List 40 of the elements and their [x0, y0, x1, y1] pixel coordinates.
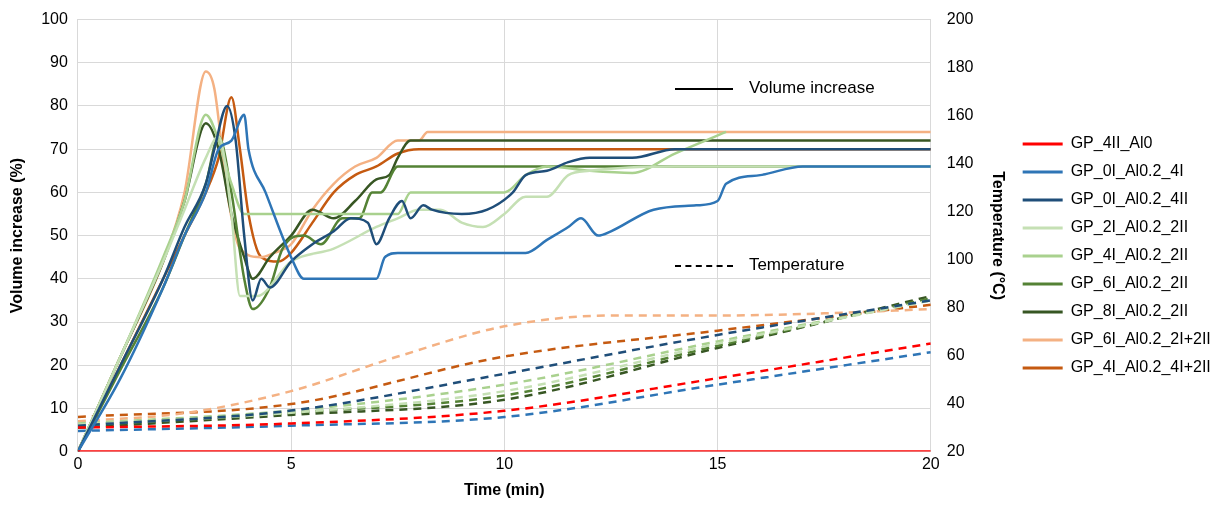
y2-tick-label: 180: [946, 58, 974, 76]
y-tick-label: 60: [50, 182, 68, 200]
legend-label: GP_4I_Al0.2_2II: [1070, 246, 1189, 265]
y-tick-label: 100: [41, 10, 68, 28]
legend-label: GP_2I_Al0.2_2II: [1070, 218, 1189, 237]
y-tick-label: 40: [50, 269, 68, 287]
y2-tick-label: 140: [946, 154, 974, 172]
y-tick-label: 50: [50, 226, 68, 244]
annotation: Temperature: [742, 252, 851, 277]
y2-tick-label: 120: [946, 202, 974, 220]
y2-tick-label: 200: [946, 10, 974, 28]
y-tick-label: 0: [58, 442, 68, 460]
legend-label: GP_0I_Al0.2_4II: [1070, 190, 1189, 209]
y2-axis-title: Temperature (°C): [989, 171, 1007, 300]
y2-tick-label: 100: [946, 250, 974, 268]
y2-tick-label: 80: [946, 298, 965, 316]
annotation: Volume increase: [742, 75, 881, 100]
x-axis-title: Time (min): [464, 480, 545, 498]
legend-label: GP_8I_Al0.2_2II: [1070, 302, 1189, 321]
x-tick-label: 10: [495, 454, 514, 472]
y-tick-label: 10: [50, 398, 68, 416]
x-tick-label: 20: [921, 454, 940, 472]
x-tick-label: 5: [286, 454, 296, 472]
y2-tick-label: 60: [946, 346, 965, 364]
y2-tick-label: 160: [946, 106, 974, 124]
y-tick-label: 70: [50, 139, 68, 157]
y-tick-label: 90: [50, 53, 68, 71]
legend-label: GP_6I_Al0.2_2II: [1070, 274, 1189, 293]
x-tick-label: 0: [73, 454, 83, 472]
legend-label: GP_6I_Al0.2_2I+2II: [1070, 330, 1211, 349]
legend-label: GP_4I_Al0.2_4I+2II: [1070, 358, 1211, 377]
x-tick-label: 15: [708, 454, 727, 472]
y2-tick-label: 20: [946, 442, 965, 460]
legend-label: GP_4II_Al0: [1070, 134, 1153, 153]
y-tick-label: 20: [50, 355, 68, 373]
y2-tick-label: 40: [946, 394, 965, 412]
y-tick-label: 80: [50, 96, 68, 114]
y-axis-title: Volume increase (%): [8, 157, 26, 314]
legend-label: GP_0I_Al0.2_4I: [1070, 162, 1184, 181]
y-tick-label: 30: [50, 312, 68, 330]
